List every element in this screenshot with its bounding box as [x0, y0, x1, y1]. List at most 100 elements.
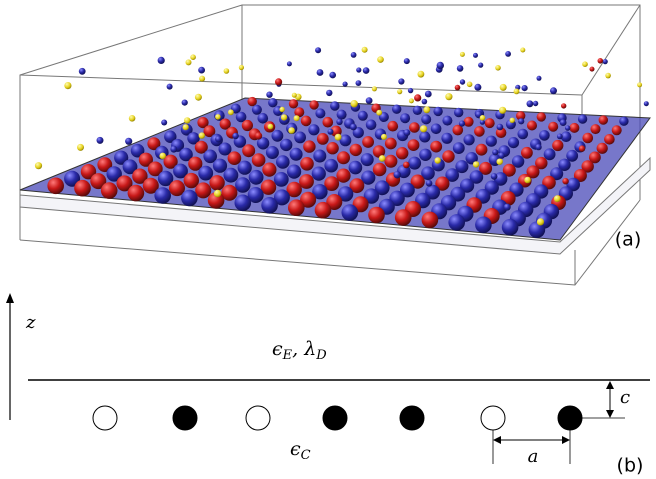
axis-label: z	[25, 312, 36, 333]
arrow-head	[606, 410, 614, 418]
lattice-site	[441, 133, 452, 144]
lattice-site	[368, 207, 385, 224]
lattice-site	[274, 172, 289, 187]
ion	[504, 204, 511, 211]
ion	[498, 152, 505, 159]
ion	[474, 84, 481, 91]
lattice-site	[400, 113, 410, 123]
lattice-site	[315, 108, 325, 118]
ion	[561, 103, 566, 108]
panel-a: (a)	[20, 5, 650, 285]
ion	[64, 82, 71, 89]
lattice-site	[548, 122, 558, 132]
ion	[224, 68, 230, 74]
ion	[426, 180, 433, 187]
lattice-site	[521, 147, 533, 159]
medium-label: ϵE, λD	[272, 338, 327, 363]
lattice-site	[195, 182, 211, 198]
ion	[381, 134, 387, 140]
ion	[362, 47, 368, 53]
ion	[195, 94, 202, 101]
ion	[505, 51, 511, 57]
lattice-site	[486, 136, 497, 147]
ion	[524, 177, 531, 184]
lattice-site	[268, 98, 277, 107]
lattice-site	[280, 139, 292, 151]
lattice-site	[154, 187, 171, 204]
lattice-site	[430, 141, 442, 153]
lattice-site	[373, 163, 387, 177]
ion	[268, 124, 274, 130]
ion	[459, 121, 465, 127]
lattice-site	[442, 150, 454, 162]
ion	[377, 56, 384, 63]
lattice-site	[454, 108, 463, 117]
dimension-label: c	[620, 387, 630, 408]
ion	[414, 94, 421, 101]
ion	[457, 65, 464, 72]
lattice-site	[252, 105, 262, 115]
lattice-site	[358, 111, 368, 121]
arrow-head	[606, 381, 614, 389]
ion	[363, 67, 370, 74]
lattice-site	[342, 204, 359, 221]
lattice-site	[209, 175, 224, 190]
lattice-site	[330, 101, 339, 110]
ion	[480, 115, 486, 121]
ion	[422, 99, 428, 105]
box-edge	[20, 75, 582, 95]
lattice-site	[74, 180, 91, 197]
lattice-site	[261, 197, 278, 214]
lattice-site	[366, 120, 377, 131]
ion	[478, 63, 483, 68]
lattice-site	[313, 150, 326, 163]
panel-b: z ϵE, λD ϵC c a (b)	[6, 293, 650, 477]
lattice-site	[619, 117, 628, 126]
lattice-site	[238, 161, 252, 175]
ion	[500, 84, 507, 91]
lattice-site	[448, 214, 465, 231]
ion	[366, 97, 373, 104]
lattice-site	[395, 209, 412, 226]
ion	[562, 178, 568, 184]
charge-empty	[246, 406, 270, 430]
ion	[279, 107, 284, 112]
lattice-site	[464, 117, 474, 127]
lattice-site	[312, 167, 326, 181]
ion	[379, 155, 386, 162]
subscript: E	[282, 348, 293, 363]
ion	[590, 67, 595, 72]
ion	[460, 52, 465, 57]
ion	[644, 101, 649, 106]
ion	[598, 58, 604, 64]
ion	[326, 90, 332, 96]
lattice-site	[248, 97, 257, 106]
ion	[77, 144, 84, 151]
ion	[460, 79, 465, 84]
lattice-site	[409, 122, 420, 133]
lattice-site	[421, 114, 431, 124]
lattice-site	[419, 149, 431, 161]
lattice-site	[508, 137, 519, 148]
lattice-site	[583, 133, 594, 144]
subscript: C	[301, 448, 311, 463]
dimension-label: a	[528, 446, 539, 467]
lattice-site	[431, 124, 442, 135]
ion	[184, 117, 190, 123]
ion	[79, 68, 86, 75]
ion	[497, 124, 504, 131]
lattice-site	[552, 140, 563, 151]
ion	[125, 138, 132, 145]
lattice-site	[485, 118, 495, 128]
lattice-site	[224, 168, 239, 183]
ion	[533, 101, 538, 106]
panel-label: (b)	[617, 455, 644, 477]
lattice-site	[235, 195, 252, 212]
lattice-site	[591, 124, 601, 134]
ion	[527, 100, 534, 107]
ion	[445, 93, 452, 100]
lattice-site	[315, 202, 332, 219]
lattice-site	[213, 159, 227, 173]
ion	[409, 98, 414, 103]
lattice-site	[384, 155, 397, 168]
